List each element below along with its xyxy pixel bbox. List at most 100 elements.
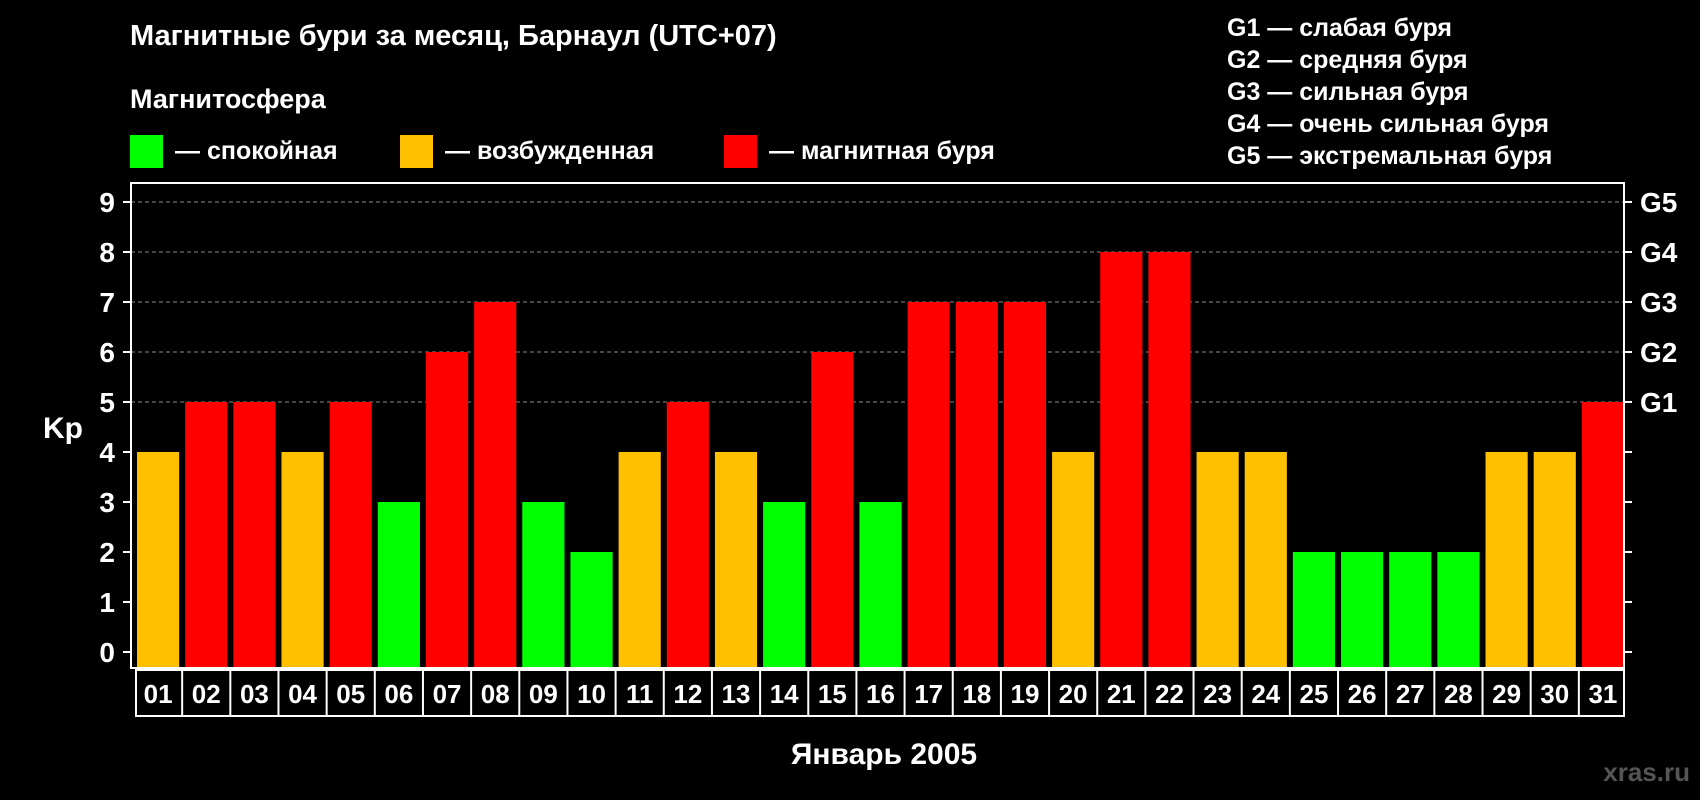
x-tick-label-04: 04: [288, 679, 317, 709]
x-tick-label-02: 02: [192, 679, 221, 709]
bar-day-08: [474, 302, 517, 668]
x-tick-label-31: 31: [1588, 679, 1617, 709]
x-tick-label-18: 18: [962, 679, 991, 709]
bar-day-03: [233, 402, 276, 668]
bar-day-02: [185, 402, 228, 668]
bar-day-01: [137, 452, 180, 668]
bar-day-25: [1292, 552, 1336, 668]
chart-title: Магнитные бури за месяц, Барнаул (UTC+07…: [130, 20, 777, 52]
bar-day-10: [570, 552, 613, 668]
y-tick-label-5: 5: [99, 387, 115, 418]
y-tick-label-0: 0: [99, 637, 115, 668]
y-axis-label: Kp: [43, 412, 83, 445]
y-tick-label-1: 1: [99, 587, 115, 618]
y-tick-label-8: 8: [99, 237, 115, 268]
bar-day-29: [1485, 452, 1528, 668]
y-tick-label-6: 6: [99, 337, 115, 368]
storm-level-g5: G5 — экстремальная буря: [1227, 142, 1553, 170]
storm-level-g2: G2 — средняя буря: [1227, 46, 1468, 74]
x-tick-label-29: 29: [1492, 679, 1521, 709]
plot-frame: [130, 182, 1625, 669]
x-tick-label-08: 08: [481, 679, 510, 709]
x-tick-label-16: 16: [866, 679, 895, 709]
bar-day-22: [1148, 252, 1191, 668]
bar-day-14: [763, 502, 806, 668]
x-tick-label-15: 15: [818, 679, 847, 709]
bar-day-18: [955, 302, 998, 668]
x-tick-label-10: 10: [577, 679, 606, 709]
x-tick-label-13: 13: [722, 679, 751, 709]
bar-day-15: [811, 352, 854, 668]
bar-day-21: [1100, 252, 1143, 668]
y-tick-label-7: 7: [99, 287, 115, 318]
legend-swatch-calm: [130, 134, 163, 168]
right-tick-label-g4: G4: [1640, 237, 1678, 268]
x-tick-label-28: 28: [1444, 679, 1473, 709]
x-tick-label-25: 25: [1299, 679, 1328, 709]
storm-level-g4: G4 — очень сильная буря: [1227, 110, 1549, 138]
bar-day-09: [522, 502, 565, 668]
right-tick-label-g3: G3: [1640, 287, 1677, 318]
legend-item-storm: — магнитная буря: [724, 134, 995, 168]
x-tick-label-27: 27: [1396, 679, 1425, 709]
bar-day-17: [907, 302, 950, 668]
legend-swatch-excited: [400, 134, 433, 168]
bar-day-27: [1389, 552, 1432, 668]
x-tick-label-14: 14: [770, 679, 799, 709]
bar-day-30: [1533, 452, 1576, 668]
x-tick-label-26: 26: [1348, 679, 1377, 709]
x-tick-label-05: 05: [336, 679, 365, 709]
x-tick-label-20: 20: [1059, 679, 1088, 709]
x-tick-label-21: 21: [1107, 679, 1136, 709]
bar-day-06: [377, 502, 420, 668]
y-tick-label-9: 9: [99, 187, 115, 218]
right-tick-label-g1: G1: [1640, 387, 1677, 418]
x-label-row: [135, 669, 1625, 717]
bar-day-23: [1196, 452, 1239, 668]
legend-item-excited: — возбужденная: [400, 134, 654, 168]
bar-day-13: [714, 452, 758, 668]
x-tick-label-17: 17: [914, 679, 943, 709]
storm-level-legend: G1 — слабая буря G2 — средняя буря G3 — …: [1227, 12, 1552, 172]
x-tick-label-07: 07: [433, 679, 462, 709]
x-tick-label-23: 23: [1203, 679, 1232, 709]
storm-level-g1: G1 — слабая буря: [1227, 14, 1453, 42]
x-tick-label-19: 19: [1011, 679, 1040, 709]
legend-swatch-storm: [724, 134, 757, 168]
chart-subtitle: Магнитосфера: [130, 84, 326, 114]
bar-day-16: [859, 502, 902, 668]
bar-day-24: [1244, 452, 1287, 668]
legend-label-excited: — возбужденная: [445, 136, 655, 165]
y-tick-label-2: 2: [99, 537, 115, 568]
x-tick-label-06: 06: [384, 679, 413, 709]
y-tick-label-4: 4: [99, 437, 115, 468]
x-tick-label-11: 11: [626, 679, 654, 709]
storm-level-g3: G3 — сильная буря: [1227, 78, 1469, 106]
right-tick-label-g5: G5: [1640, 187, 1677, 218]
x-tick-label-22: 22: [1155, 679, 1184, 709]
bar-day-11: [618, 452, 661, 668]
bar-day-12: [666, 402, 709, 668]
bar-day-19: [1003, 302, 1047, 668]
y-tick-label-3: 3: [99, 487, 115, 518]
right-tick-label-g2: G2: [1640, 337, 1677, 368]
bar-day-28: [1437, 552, 1480, 668]
bar-day-05: [329, 402, 372, 668]
bar-day-26: [1341, 552, 1384, 668]
x-tick-label-01: 01: [144, 679, 173, 709]
bar-day-31: [1581, 402, 1624, 668]
watermark: xras.ru: [1603, 757, 1690, 787]
x-axis-label: Январь 2005: [791, 738, 977, 771]
x-tick-label-09: 09: [529, 679, 558, 709]
legend-item-calm: — спокойная: [130, 134, 338, 168]
x-tick-label-12: 12: [673, 679, 702, 709]
x-tick-label-30: 30: [1540, 679, 1569, 709]
x-tick-label-24: 24: [1251, 679, 1280, 709]
x-tick-label-03: 03: [240, 679, 269, 709]
legend-label-storm: — магнитная буря: [769, 136, 995, 165]
bar-day-20: [1052, 452, 1095, 668]
legend-label-calm: — спокойная: [175, 136, 338, 165]
bar-day-04: [281, 452, 324, 668]
bar-day-07: [425, 352, 469, 668]
